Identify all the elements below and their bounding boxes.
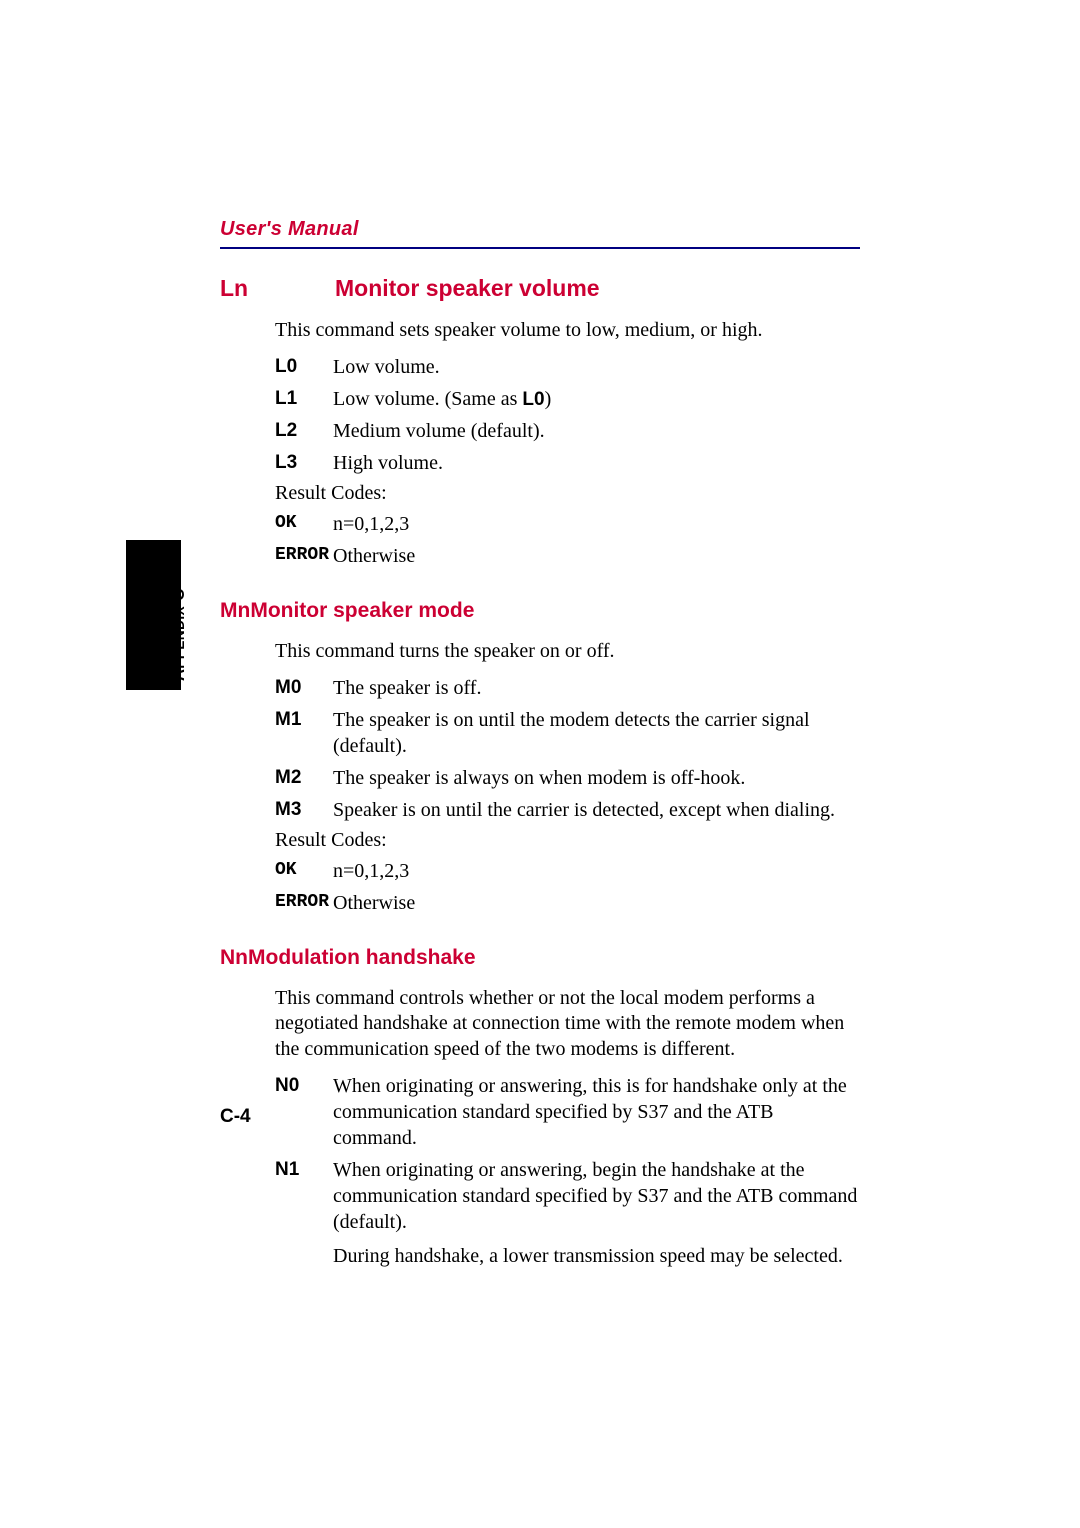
desc-l1-pre: Low volume. (Same as — [333, 388, 522, 410]
desc-n1: When originating or answering, begin the… — [333, 1157, 860, 1235]
term-m1: M1 — [275, 707, 333, 733]
desc-l0: Low volume. — [333, 354, 440, 380]
term-m0: M0 — [275, 675, 333, 701]
section-mn-results: OK n=0,1,2,3 ERROR Otherwise — [275, 858, 860, 916]
section-nn-extra: During handshake, a lower transmission s… — [333, 1243, 860, 1269]
desc-l1: Low volume. (Same as L0) — [333, 386, 551, 413]
section-ln-list: L0 Low volume. L1 Low volume. (Same as L… — [275, 354, 860, 477]
list-item: L2 Medium volume (default). — [275, 418, 860, 444]
section-mn-intro: This command turns the speaker on or off… — [275, 639, 860, 665]
desc-l2: Medium volume (default). — [333, 418, 545, 444]
section-nn-intro: This command controls whether or not the… — [275, 986, 860, 1063]
running-header: User's Manual — [220, 218, 860, 249]
list-item: N0 When originating or answering, this i… — [275, 1073, 860, 1151]
result-row: ERROR Otherwise — [275, 543, 860, 569]
term-m2: M2 — [275, 765, 333, 791]
section-ln-result-label: Result Codes: — [275, 482, 860, 505]
section-ln-intro: This command sets speaker volume to low,… — [275, 318, 860, 344]
desc-error: Otherwise — [333, 890, 415, 916]
term-ok: OK — [275, 511, 333, 536]
term-ok: OK — [275, 858, 333, 883]
appendix-tab-label: APPENDIX C — [170, 588, 189, 681]
list-item: M2 The speaker is always on when modem i… — [275, 765, 860, 791]
list-item: M3 Speaker is on until the carrier is de… — [275, 797, 860, 823]
desc-l1-bold: L0 — [522, 389, 544, 410]
section-ln-title: Ln Monitor speaker volume — [220, 275, 860, 302]
desc-l3: High volume. — [333, 450, 443, 476]
page-number: C-4 — [220, 1106, 251, 1128]
list-item: L0 Low volume. — [275, 354, 860, 380]
section-mn-heading: MnMonitor speaker mode — [220, 599, 860, 623]
list-item: M0 The speaker is off. — [275, 675, 860, 701]
result-row: OK n=0,1,2,3 — [275, 858, 860, 884]
desc-m0: The speaker is off. — [333, 675, 481, 701]
list-item: N1 When originating or answering, begin … — [275, 1157, 860, 1235]
desc-m1: The speaker is on until the modem detect… — [333, 707, 860, 759]
desc-l1-post: ) — [545, 388, 552, 410]
desc-n0: When originating or answering, this is f… — [333, 1073, 860, 1151]
term-l3: L3 — [275, 450, 333, 476]
term-l1: L1 — [275, 386, 333, 412]
section-ln-cmd: Ln — [220, 275, 335, 302]
term-n1: N1 — [275, 1157, 333, 1183]
term-error: ERROR — [275, 890, 333, 915]
desc-error: Otherwise — [333, 543, 415, 569]
section-mn-list: M0 The speaker is off. M1 The speaker is… — [275, 675, 860, 823]
result-row: ERROR Otherwise — [275, 890, 860, 916]
list-item: L1 Low volume. (Same as L0) — [275, 386, 860, 413]
desc-m2: The speaker is always on when modem is o… — [333, 765, 745, 791]
list-item: L3 High volume. — [275, 450, 860, 476]
desc-ok: n=0,1,2,3 — [333, 511, 409, 537]
term-n0: N0 — [275, 1073, 333, 1099]
list-item: M1 The speaker is on until the modem det… — [275, 707, 860, 759]
section-mn-result-label: Result Codes: — [275, 829, 860, 852]
term-error: ERROR — [275, 543, 333, 568]
result-row: OK n=0,1,2,3 — [275, 511, 860, 537]
section-nn-heading: NnModulation handshake — [220, 946, 860, 970]
term-m3: M3 — [275, 797, 333, 823]
desc-ok: n=0,1,2,3 — [333, 858, 409, 884]
term-l0: L0 — [275, 354, 333, 380]
section-ln-results: OK n=0,1,2,3 ERROR Otherwise — [275, 511, 860, 569]
section-nn-list: N0 When originating or answering, this i… — [275, 1073, 860, 1235]
document-page: APPENDIX C User's Manual Ln Monitor spea… — [0, 0, 1080, 1528]
desc-m3: Speaker is on until the carrier is detec… — [333, 797, 835, 823]
section-ln-name: Monitor speaker volume — [335, 275, 600, 302]
term-l2: L2 — [275, 418, 333, 444]
